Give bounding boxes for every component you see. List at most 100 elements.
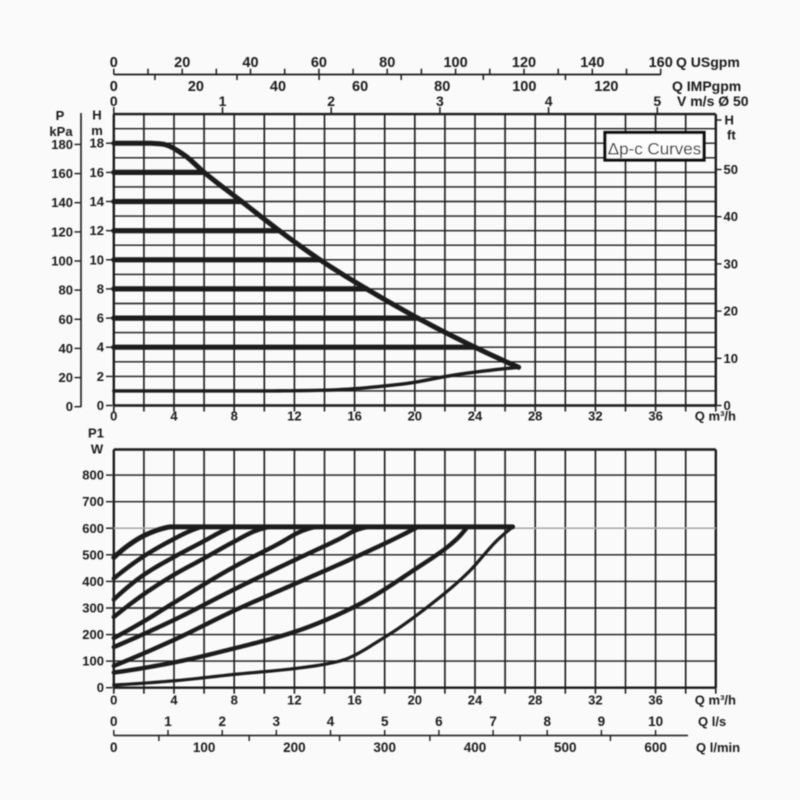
svg-text:24: 24: [468, 409, 483, 424]
svg-text:20: 20: [408, 409, 422, 424]
svg-text:40: 40: [724, 209, 738, 224]
svg-text:32: 32: [588, 409, 602, 424]
svg-text:140: 140: [580, 55, 604, 71]
svg-text:4: 4: [170, 693, 178, 708]
svg-text:1: 1: [164, 714, 172, 729]
svg-text:120: 120: [51, 224, 73, 239]
svg-text:80: 80: [59, 283, 73, 298]
svg-text:180: 180: [51, 137, 73, 152]
svg-text:40: 40: [59, 341, 73, 356]
svg-text:160: 160: [649, 55, 673, 71]
svg-text:H: H: [725, 113, 734, 128]
svg-text:0: 0: [97, 398, 104, 413]
svg-text:20: 20: [174, 55, 190, 71]
svg-text:60: 60: [352, 79, 368, 95]
svg-text:16: 16: [347, 409, 361, 424]
svg-text:800: 800: [82, 468, 104, 483]
svg-text:0: 0: [110, 409, 117, 424]
svg-text:7: 7: [489, 714, 497, 729]
svg-text:4: 4: [170, 409, 178, 424]
svg-text:m: m: [91, 123, 103, 138]
svg-text:600: 600: [82, 521, 104, 536]
svg-text:160: 160: [51, 166, 73, 181]
svg-text:3: 3: [273, 714, 281, 729]
svg-text:500: 500: [554, 740, 577, 755]
svg-text:4: 4: [97, 340, 105, 355]
svg-text:18: 18: [90, 136, 104, 151]
svg-text:60: 60: [311, 55, 327, 71]
svg-text:400: 400: [464, 740, 487, 755]
svg-text:16: 16: [90, 165, 104, 180]
svg-text:4: 4: [327, 714, 335, 729]
svg-text:Q l/s: Q l/s: [698, 714, 726, 729]
svg-text:20: 20: [188, 79, 204, 95]
svg-text:Q l/min: Q l/min: [696, 740, 740, 755]
svg-text:16: 16: [347, 693, 361, 708]
svg-text:200: 200: [283, 740, 306, 755]
svg-text:24: 24: [468, 693, 483, 708]
svg-text:0: 0: [110, 55, 118, 71]
svg-text:5: 5: [653, 93, 661, 109]
svg-text:100: 100: [51, 254, 73, 269]
svg-text:30: 30: [724, 256, 738, 271]
svg-text:P1: P1: [88, 426, 104, 441]
svg-text:0: 0: [110, 714, 118, 729]
svg-text:0: 0: [110, 93, 118, 109]
svg-text:6: 6: [435, 714, 443, 729]
svg-text:4: 4: [545, 93, 553, 109]
svg-text:28: 28: [528, 409, 542, 424]
svg-text:0: 0: [97, 680, 104, 695]
svg-text:Q m³/h: Q m³/h: [695, 693, 736, 708]
svg-text:28: 28: [528, 693, 542, 708]
svg-text:700: 700: [82, 494, 104, 509]
svg-text:80: 80: [434, 79, 450, 95]
svg-text:Q USgpm: Q USgpm: [676, 54, 740, 70]
svg-text:100: 100: [193, 740, 216, 755]
svg-text:500: 500: [82, 547, 104, 562]
svg-text:12: 12: [287, 693, 301, 708]
svg-text:14: 14: [90, 194, 105, 209]
svg-text:400: 400: [82, 574, 104, 589]
svg-text:ft: ft: [727, 128, 736, 143]
svg-text:W: W: [91, 442, 104, 457]
svg-text:12: 12: [90, 223, 104, 238]
svg-text:Q m³/h: Q m³/h: [695, 409, 736, 424]
svg-text:2: 2: [218, 714, 226, 729]
svg-text:80: 80: [379, 55, 395, 71]
svg-text:20: 20: [408, 693, 422, 708]
svg-text:8: 8: [97, 281, 104, 296]
svg-text:100: 100: [443, 55, 467, 71]
svg-text:8: 8: [231, 409, 238, 424]
svg-text:9: 9: [598, 714, 606, 729]
svg-text:120: 120: [512, 55, 536, 71]
svg-text:300: 300: [82, 601, 104, 616]
svg-text:0: 0: [724, 398, 731, 413]
svg-text:5: 5: [381, 714, 389, 729]
svg-text:20: 20: [59, 370, 73, 385]
svg-text:60: 60: [59, 312, 73, 327]
svg-text:100: 100: [512, 79, 536, 95]
svg-text:36: 36: [648, 409, 662, 424]
svg-text:V m/s Ø 50: V m/s Ø 50: [677, 93, 749, 109]
svg-text:10: 10: [648, 714, 663, 729]
svg-text:20: 20: [724, 304, 738, 319]
svg-text:32: 32: [588, 693, 602, 708]
svg-text:6: 6: [97, 311, 104, 326]
svg-text:200: 200: [82, 627, 104, 642]
svg-text:600: 600: [644, 740, 667, 755]
svg-text:0: 0: [110, 79, 118, 95]
svg-text:1: 1: [219, 93, 227, 109]
svg-text:Δp-c Curves: Δp-c Curves: [608, 140, 702, 159]
svg-text:140: 140: [51, 195, 73, 210]
svg-text:H: H: [92, 108, 101, 123]
svg-text:300: 300: [373, 740, 396, 755]
svg-text:0: 0: [66, 399, 73, 414]
svg-text:0: 0: [110, 740, 118, 755]
svg-text:8: 8: [231, 693, 238, 708]
svg-text:Q IMPgpm: Q IMPgpm: [672, 78, 741, 94]
svg-text:120: 120: [594, 79, 618, 95]
svg-text:100: 100: [82, 654, 104, 669]
svg-text:3: 3: [436, 93, 444, 109]
svg-text:50: 50: [724, 162, 738, 177]
svg-text:10: 10: [90, 252, 104, 267]
